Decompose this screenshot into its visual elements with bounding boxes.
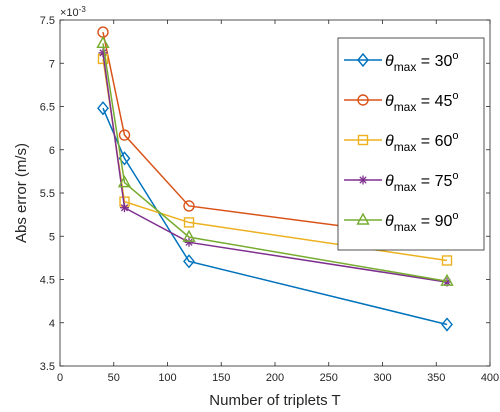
y-tick-label: 6.5	[40, 102, 55, 114]
y-tick-label: 3.5	[40, 361, 55, 373]
data-point	[118, 129, 131, 141]
data-point	[441, 317, 453, 332]
data-point	[183, 217, 195, 228]
x-tick-label: 350	[427, 372, 445, 384]
y-tick-label: 7	[49, 58, 55, 70]
x-axis-title: Number of triplets T	[209, 392, 340, 409]
legend-label: θmax = 75o	[385, 170, 459, 194]
data-point	[440, 273, 454, 286]
asterisk-stroke	[185, 238, 193, 246]
legend: θmax = 30o θmax = 45o θmax = 60o θmax = 75o…	[337, 37, 485, 251]
legend-item-1: θmax = 30o	[344, 50, 459, 74]
legend-item-2: θmax = 45o	[344, 90, 459, 114]
asterisk-stroke	[359, 176, 367, 184]
legend-label: θmax = 30o	[385, 50, 459, 74]
x-tick-label: 300	[373, 372, 391, 384]
x-tick-label: 250	[320, 372, 338, 384]
data-point	[120, 203, 129, 213]
y-tick-label: 5	[49, 231, 55, 243]
asterisk-stroke	[99, 49, 107, 57]
legend-marker	[357, 94, 369, 106]
legend-marker	[358, 175, 368, 185]
series-line	[102, 31, 448, 241]
legend-label: θmax = 45o	[385, 90, 459, 114]
y-axis-exponent: ×10-3	[60, 5, 86, 20]
data-point	[97, 101, 109, 116]
legend-marker	[356, 212, 370, 225]
legend-label: θmax = 90o	[385, 210, 459, 234]
y-tick-label: 6	[49, 145, 55, 157]
legend-item-3: θmax = 60o	[344, 130, 459, 154]
legend-marker	[357, 134, 369, 146]
legend-item-5: θmax = 90o	[344, 210, 459, 234]
series-line	[102, 52, 448, 283]
series-2	[97, 26, 453, 246]
x-tick-label: 50	[108, 372, 120, 384]
asterisk-stroke	[120, 204, 129, 212]
y-tick-label: 7.5	[40, 15, 55, 27]
y-tick-label: 4	[49, 318, 55, 330]
y-tick-label: 4.5	[40, 275, 55, 287]
data-point	[183, 200, 195, 212]
legend-item-4: θmax = 75o	[344, 170, 459, 194]
series-line	[102, 43, 448, 282]
data-point	[96, 35, 110, 49]
x-tick-label: 150	[212, 372, 230, 384]
axis-ticks: 0 50 100 150 200 250 300 350 400 3.5 4 4.5 5 5.5 6 6.5 7…	[40, 15, 499, 384]
y-axis-title: Abs error (m/s)	[13, 143, 30, 243]
x-tick-label: 400	[481, 372, 499, 384]
x-tick-label: 0	[57, 372, 63, 384]
y-tick-label: 5.5	[40, 188, 55, 200]
data-point	[98, 48, 108, 58]
legend-label: θmax = 60o	[385, 130, 459, 154]
x-tick-label: 100	[158, 372, 176, 384]
legend-marker	[357, 52, 369, 68]
data-point	[184, 237, 194, 247]
x-tick-label: 200	[266, 372, 284, 384]
series-layer	[96, 26, 454, 332]
data-point	[183, 254, 195, 269]
series-5	[96, 35, 454, 286]
data-point	[441, 255, 453, 266]
data-point	[182, 229, 196, 242]
data-point	[117, 175, 132, 188]
